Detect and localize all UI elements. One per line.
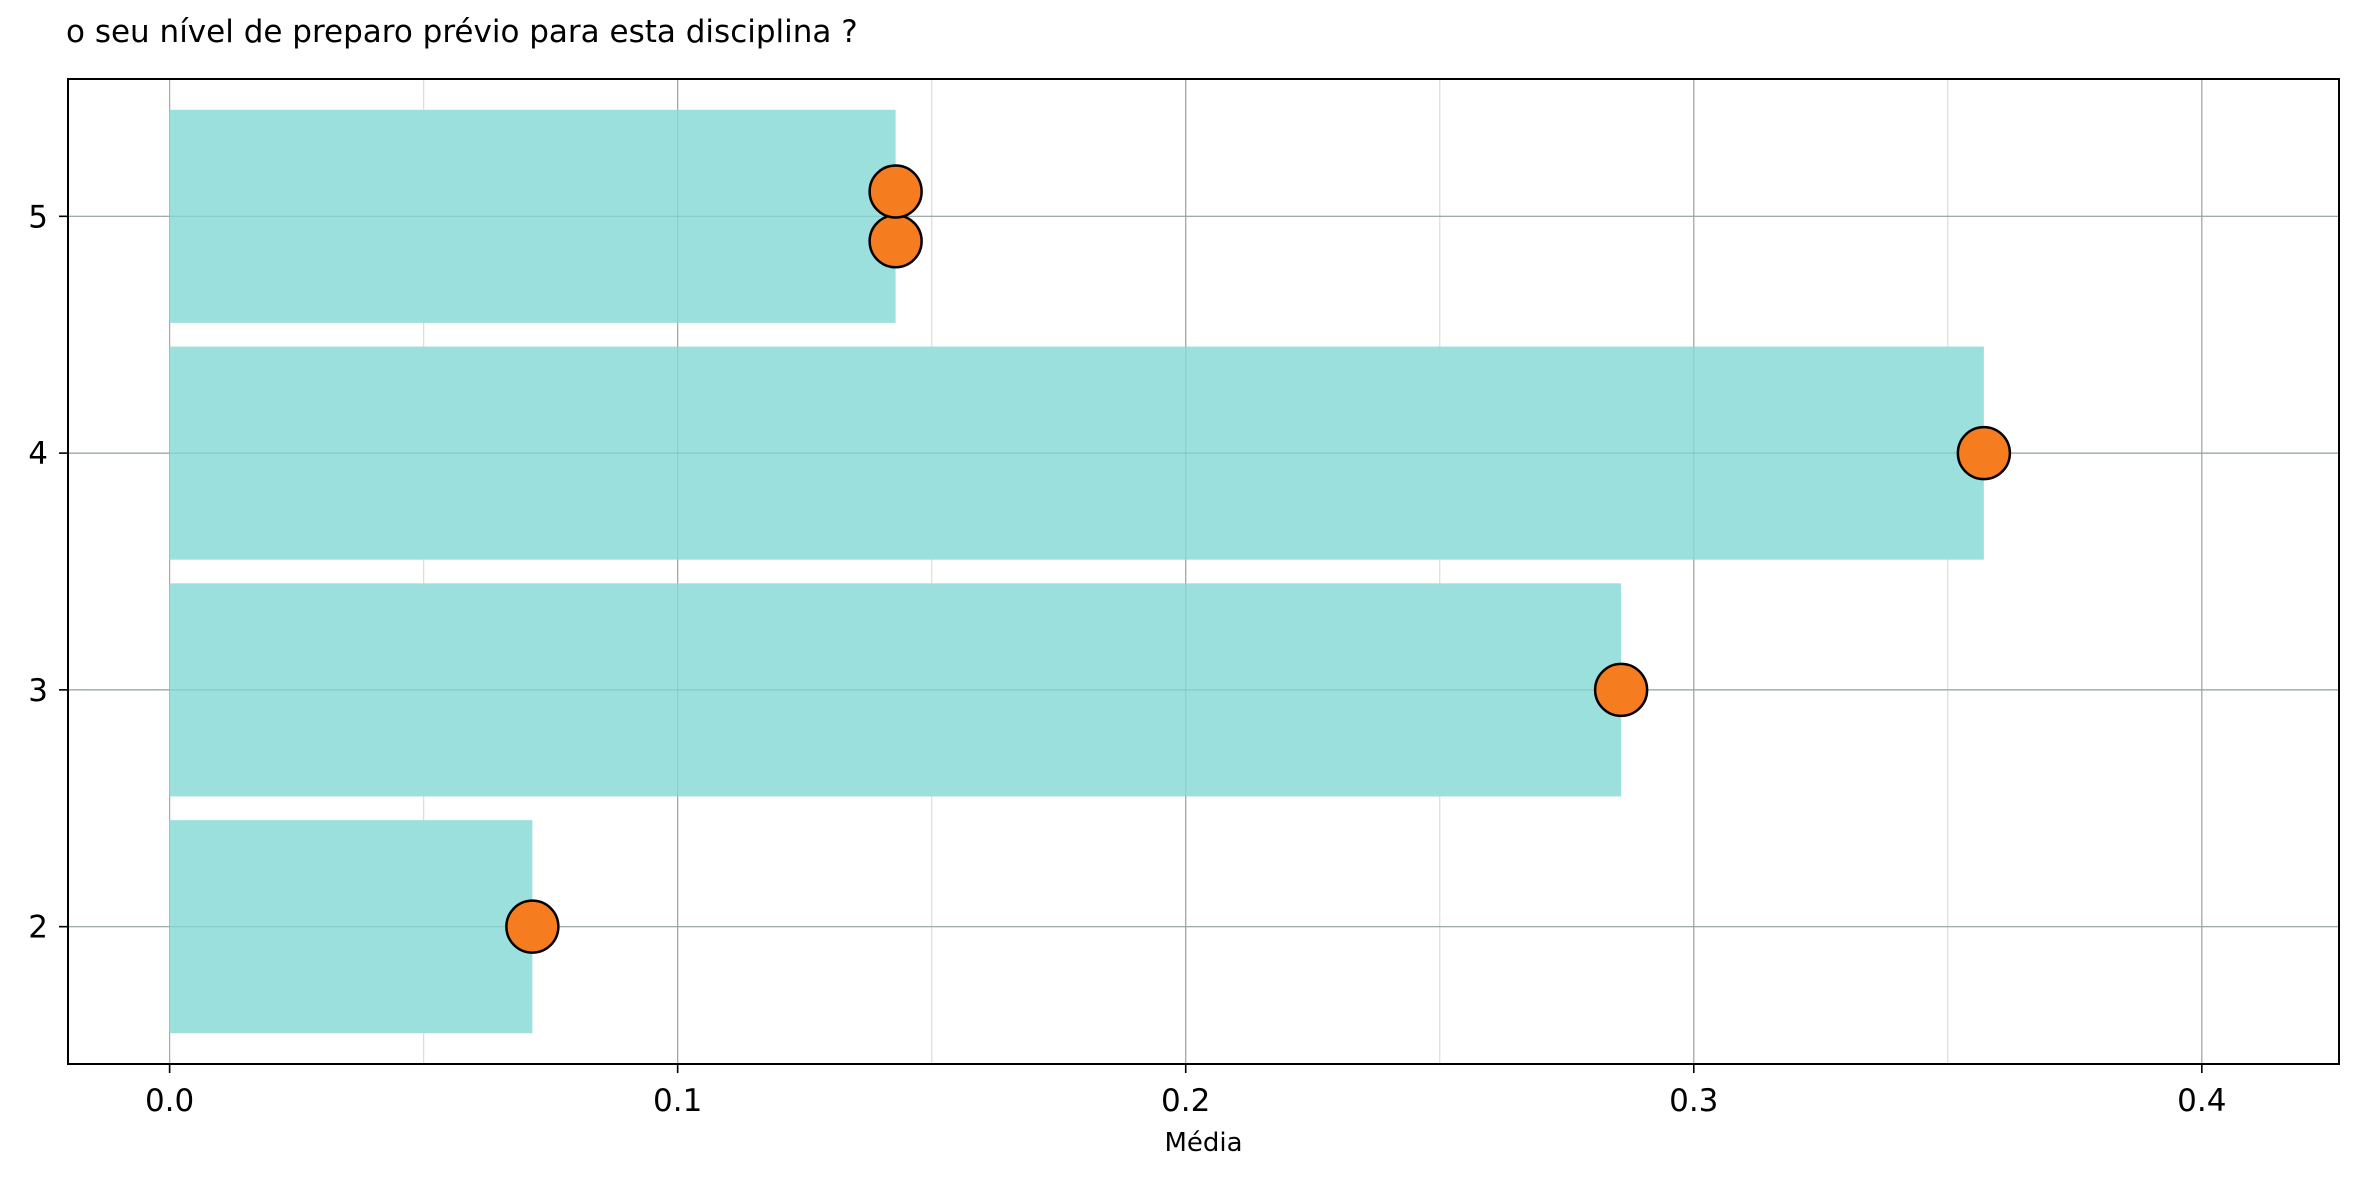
y-tick-label: 5: [28, 199, 48, 235]
markers: [505, 164, 2012, 954]
bar-3: [169, 583, 1622, 797]
y-tick-label: 2: [28, 910, 48, 946]
x-tick-label: 0.3: [1669, 1083, 1718, 1119]
x-tick-label: 0.2: [1161, 1083, 1210, 1119]
x-tick-label: 0.0: [145, 1083, 194, 1119]
x-tick-label: 0.4: [2177, 1083, 2226, 1119]
bars: [68, 79, 2339, 1064]
marker-point: [868, 213, 923, 269]
y-tick-label: 4: [28, 436, 48, 472]
y-tick-label: 3: [28, 673, 48, 709]
marker-point: [1956, 425, 2012, 481]
bar-2: [169, 820, 533, 1034]
y-axis-ticks: 2 3 4 5: [28, 199, 68, 946]
bar-5: [169, 109, 896, 323]
bar-4: [169, 346, 1984, 560]
marker-point: [868, 164, 923, 219]
marker-point: [1593, 662, 1649, 718]
x-axis-label: Média: [1164, 1128, 1242, 1158]
plot-frame: [67, 78, 2340, 1065]
x-axis-ticks: 0.0 0.1 0.2 0.3 0.4: [145, 1064, 2226, 1119]
x-tick-label: 0.1: [653, 1083, 702, 1119]
marker-point: [505, 899, 560, 954]
chart-title: o seu nível de preparo prévio para esta …: [66, 14, 858, 50]
